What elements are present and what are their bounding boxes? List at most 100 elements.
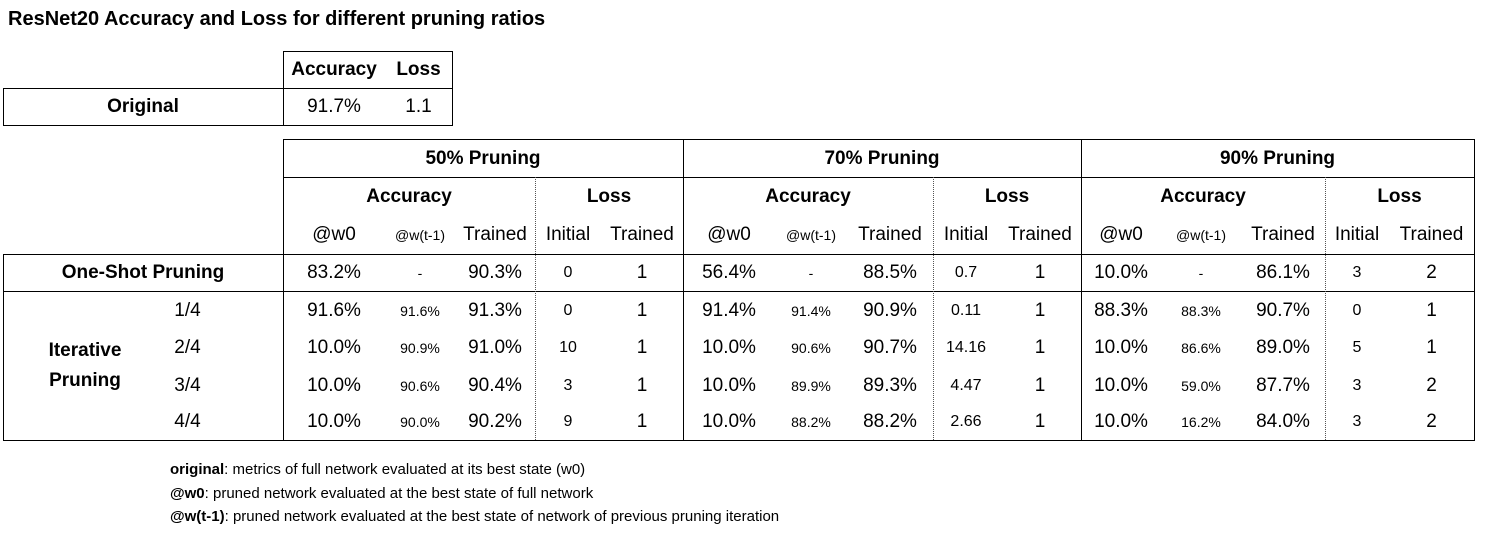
original-row-label: Original: [107, 96, 179, 117]
note-term: @w(t-1): [170, 508, 225, 525]
col-header-w0: @w0: [1099, 224, 1143, 245]
table-cell: 9: [563, 413, 573, 430]
table-cell: 3: [1352, 413, 1362, 430]
col-header-wt1: @w(t-1): [786, 227, 836, 243]
table-cell: 1: [1034, 262, 1046, 283]
table-cell: 90.3%: [468, 262, 522, 283]
table-cell: 10: [559, 339, 577, 356]
table-cell: 10.0%: [307, 411, 361, 432]
table-cell: 90.6%: [791, 340, 831, 356]
table-cell: 10.0%: [702, 374, 756, 396]
note-item: original: metrics of full network evalua…: [170, 461, 585, 478]
table-cell: 56.4%: [702, 262, 756, 283]
note-item: @w(t-1): pruned network evaluated at the…: [170, 508, 779, 525]
table-cell: 91.3%: [468, 299, 522, 321]
table-cell: 86.1%: [1256, 262, 1310, 283]
one-shot-row-label: One-Shot Pruning: [61, 262, 225, 283]
table-cell: 1: [636, 337, 648, 358]
note-term: @w0: [170, 485, 205, 502]
subgroup-loss-50: Loss: [586, 186, 632, 207]
iterative-label-line1: Iterative: [48, 340, 122, 361]
col-header-trained: Trained: [463, 224, 527, 245]
table-cell: 90.2%: [468, 411, 522, 432]
table-cell: 90.6%: [400, 377, 440, 394]
subgroup-accuracy-50: Accuracy: [366, 186, 452, 207]
table-cell: 1: [636, 374, 648, 396]
table-cell: 1: [1034, 337, 1046, 358]
table-cell: 2: [1426, 411, 1437, 432]
original-loss-value: 1.1: [405, 96, 432, 117]
table-cell: 16.2%: [1181, 414, 1221, 430]
col-header-w0: @w0: [707, 224, 751, 245]
iteration-label: 3/4: [174, 374, 201, 396]
col-header-initial: Initial: [545, 224, 591, 245]
iteration-label: 1/4: [174, 299, 201, 321]
table-cell: 0: [1352, 301, 1362, 319]
table-cell: 10.0%: [307, 374, 361, 396]
col-header-trained: Trained: [1251, 224, 1315, 245]
table-cell: 88.2%: [863, 411, 917, 432]
table-cell: 89.9%: [791, 377, 831, 394]
table-cell: 88.5%: [863, 262, 917, 283]
iteration-label: 2/4: [174, 337, 201, 358]
table-cell: 90.4%: [468, 374, 522, 396]
table-cell: 1: [1426, 337, 1437, 358]
iterative-group-label: Iterative Pruning: [20, 336, 150, 396]
subgroup-loss-90: Loss: [1377, 186, 1422, 207]
table-cell: 91.6%: [307, 299, 361, 321]
iterative-label-line2: Pruning: [49, 370, 121, 391]
table-cell: 2.66: [950, 413, 982, 430]
table-cell: 0.7: [954, 264, 978, 281]
col-header-trained-loss: Trained: [1008, 224, 1072, 245]
subgroup-accuracy-70: Accuracy: [765, 186, 851, 207]
col-header-initial: Initial: [1334, 224, 1380, 245]
table-cell: -: [1198, 265, 1204, 281]
subgroup-loss-70: Loss: [984, 186, 1030, 207]
table-cell: 87.7%: [1256, 374, 1310, 396]
table-cell: 90.7%: [1256, 299, 1310, 321]
table-cell: 88.3%: [1181, 302, 1221, 319]
table-cell: 88.2%: [791, 414, 831, 430]
table-cell: 83.2%: [307, 262, 361, 283]
table-cell: 1: [1426, 299, 1437, 321]
table-cell: 1: [636, 299, 648, 321]
table-cell: 2: [1426, 374, 1437, 396]
table-cell: 1: [636, 262, 648, 283]
col-header-trained: Trained: [858, 224, 922, 245]
table-cell: 90.7%: [863, 337, 917, 358]
table-cell: 10.0%: [1094, 262, 1148, 283]
table-cell: 89.0%: [1256, 337, 1310, 358]
table-cell: 3: [1352, 376, 1362, 394]
col-header-initial: Initial: [943, 224, 989, 245]
table-cell: 59.0%: [1181, 377, 1221, 394]
iteration-label: 4/4: [174, 411, 201, 432]
table-cell: 84.0%: [1256, 411, 1310, 432]
col-header-trained-loss: Trained: [1399, 224, 1464, 245]
table-cell: 91.0%: [468, 337, 522, 358]
original-accuracy-header: Accuracy: [291, 59, 377, 80]
table-cell: 0: [563, 301, 573, 319]
table-cell: 86.6%: [1181, 340, 1221, 356]
table-cell: 10.0%: [1094, 374, 1148, 396]
subgroup-accuracy-90: Accuracy: [1160, 186, 1246, 207]
table-cell: 1: [1034, 374, 1046, 396]
table-cell: 10.0%: [1094, 337, 1148, 358]
table-cell: 3: [563, 376, 573, 394]
table-cell: 1: [636, 411, 648, 432]
table-cell: 10.0%: [307, 337, 361, 358]
original-accuracy-value: 91.7%: [307, 96, 361, 117]
table-cell: 10.0%: [1094, 411, 1148, 432]
table-cell: 89.3%: [863, 374, 917, 396]
table-cell: 14.16: [945, 339, 987, 356]
table-cell: 91.4%: [702, 299, 756, 321]
table-cell: 91.4%: [791, 302, 831, 319]
group-header-70: 70% Pruning: [824, 147, 940, 169]
table-cell: 3: [1352, 264, 1362, 281]
note-text: : pruned network evaluated at the best s…: [224, 508, 780, 525]
col-header-trained-loss: Trained: [610, 224, 674, 245]
table-cell: 4.47: [950, 376, 982, 394]
table-cell: 5: [1352, 339, 1362, 356]
group-header-50: 50% Pruning: [425, 147, 541, 169]
col-header-w0: @w0: [312, 224, 356, 245]
table-cell: 91.6%: [400, 302, 440, 319]
